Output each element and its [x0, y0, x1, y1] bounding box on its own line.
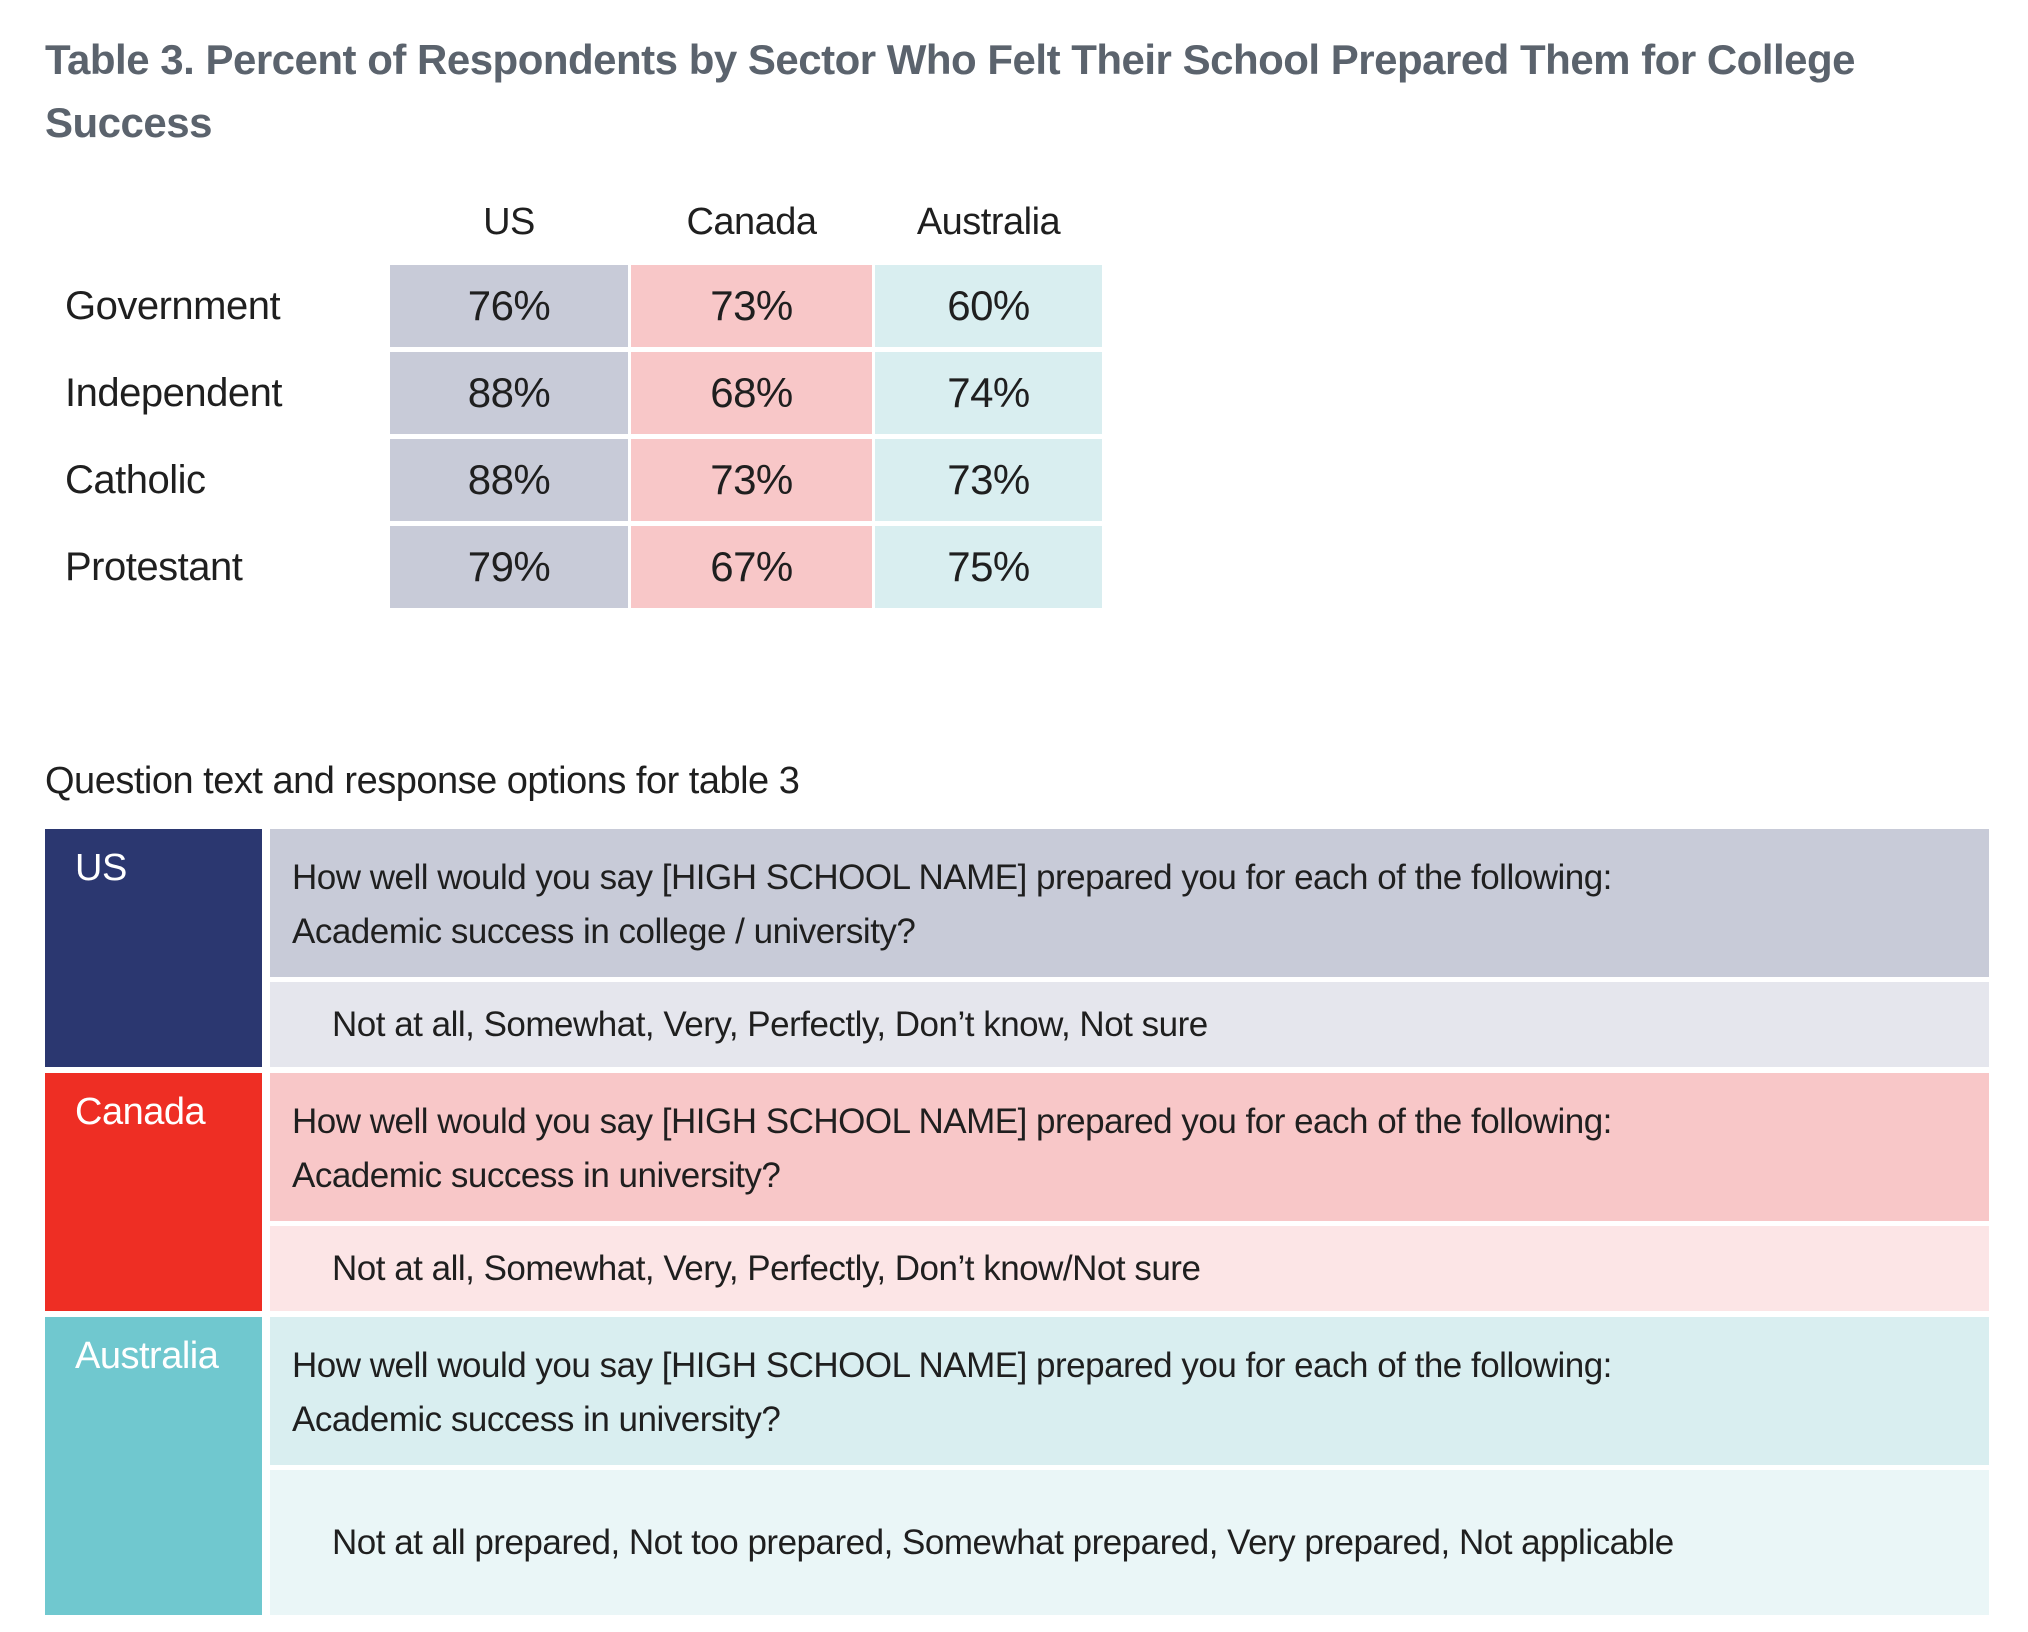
row-label-protestant: Protestant — [65, 544, 243, 589]
question-block-australia: Australia How well would you say [HIGH S… — [45, 1317, 1989, 1615]
question-text-canada-value: How well would you say [HIGH SCHOOL NAME… — [292, 1102, 1612, 1195]
row-label-catholic: Catholic — [65, 457, 206, 502]
response-options-australia: Not at all prepared, Not too prepared, S… — [270, 1470, 1989, 1615]
cell-protestant-australia: 75% — [875, 526, 1102, 608]
response-options-us: Not at all, Somewhat, Very, Perfectly, D… — [270, 982, 1989, 1067]
cell-catholic-us: 88% — [390, 439, 628, 521]
cell-independent-us: 88% — [390, 352, 628, 434]
question-text-australia-value: How well would you say [HIGH SCHOOL NAME… — [292, 1346, 1612, 1439]
response-options-us-value: Not at all, Somewhat, Very, Perfectly, D… — [332, 1004, 1208, 1044]
question-block-us: US How well would you say [HIGH SCHOOL N… — [45, 829, 1989, 1067]
cell-government-australia: 60% — [875, 265, 1102, 347]
question-text-australia: How well would you say [HIGH SCHOOL NAME… — [270, 1317, 1989, 1465]
response-options-canada: Not at all, Somewhat, Very, Perfectly, D… — [270, 1226, 1989, 1311]
response-options-australia-value: Not at all prepared, Not too prepared, S… — [332, 1522, 1674, 1562]
summary-table: US Canada Australia Government 76% 73% 6… — [65, 198, 1992, 608]
cell-independent-australia: 74% — [875, 352, 1102, 434]
question-table: US How well would you say [HIGH SCHOOL N… — [45, 829, 1989, 1615]
table-title: Table 3. Percent of Respondents by Secto… — [45, 36, 1856, 146]
column-header-canada: Canada — [686, 201, 817, 243]
corner-spacer — [65, 198, 387, 260]
cell-independent-canada: 68% — [631, 352, 872, 434]
response-options-canada-value: Not at all, Somewhat, Very, Perfectly, D… — [332, 1248, 1201, 1288]
cell-government-canada: 73% — [631, 265, 872, 347]
row-label-independent: Independent — [65, 370, 282, 415]
row-label-government: Government — [65, 283, 281, 328]
cell-catholic-australia: 73% — [875, 439, 1102, 521]
cell-catholic-canada: 73% — [631, 439, 872, 521]
question-text-canada: How well would you say [HIGH SCHOOL NAME… — [270, 1073, 1989, 1221]
column-header-us: US — [483, 201, 535, 243]
cell-government-us: 76% — [390, 265, 628, 347]
block-label-australia: Australia — [45, 1317, 262, 1615]
question-text-us-value: How well would you say [HIGH SCHOOL NAME… — [292, 858, 1612, 951]
section-heading: Question text and response options for t… — [45, 760, 800, 802]
block-label-us: US — [45, 829, 262, 1067]
question-text-us: How well would you say [HIGH SCHOOL NAME… — [270, 829, 1989, 977]
block-label-canada: Canada — [45, 1073, 262, 1311]
question-block-canada: Canada How well would you say [HIGH SCHO… — [45, 1073, 1989, 1311]
cell-protestant-us: 79% — [390, 526, 628, 608]
column-header-australia: Australia — [916, 201, 1061, 243]
cell-protestant-canada: 67% — [631, 526, 872, 608]
